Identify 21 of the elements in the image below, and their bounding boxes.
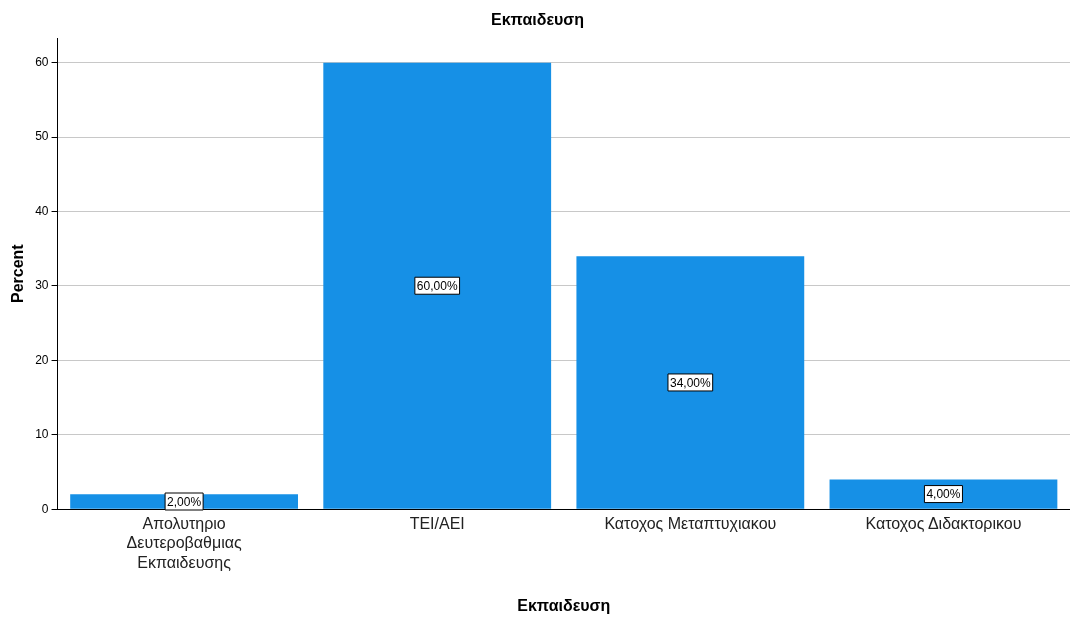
x-tick-label: Κατοχος Διδακτορικου [865, 515, 1022, 533]
y-tick-label: 40 [35, 203, 49, 218]
bar [829, 479, 1058, 509]
data-label: 2,00% [167, 494, 202, 509]
bar [323, 62, 552, 509]
chart-title: Εκπαιδευση [490, 11, 585, 29]
data-label: 60,00% [416, 279, 458, 294]
y-tick-label: 20 [35, 352, 49, 367]
y-tick-label: 0 [41, 501, 49, 516]
y-tick-label: 10 [35, 427, 49, 442]
x-tick-label: Απολυτηριο Δευτεροβαθμιας Εκπαιδευσης [126, 515, 242, 571]
y-tick-label: 60 [35, 55, 49, 70]
bar [576, 256, 805, 509]
data-label: 4,00% [926, 487, 961, 502]
y-tick-label: 30 [35, 278, 49, 293]
x-tick-label: ΤΕΙ/ΑΕΙ [409, 515, 465, 533]
x-axis-title: Εκπαιδευση [517, 596, 611, 614]
x-tick-label: Κατοχος Μεταπτυχιακου [604, 515, 777, 533]
y-axis-title: Percent [9, 243, 27, 304]
data-label: 34,00% [669, 375, 712, 390]
y-tick-label: 50 [35, 129, 49, 144]
